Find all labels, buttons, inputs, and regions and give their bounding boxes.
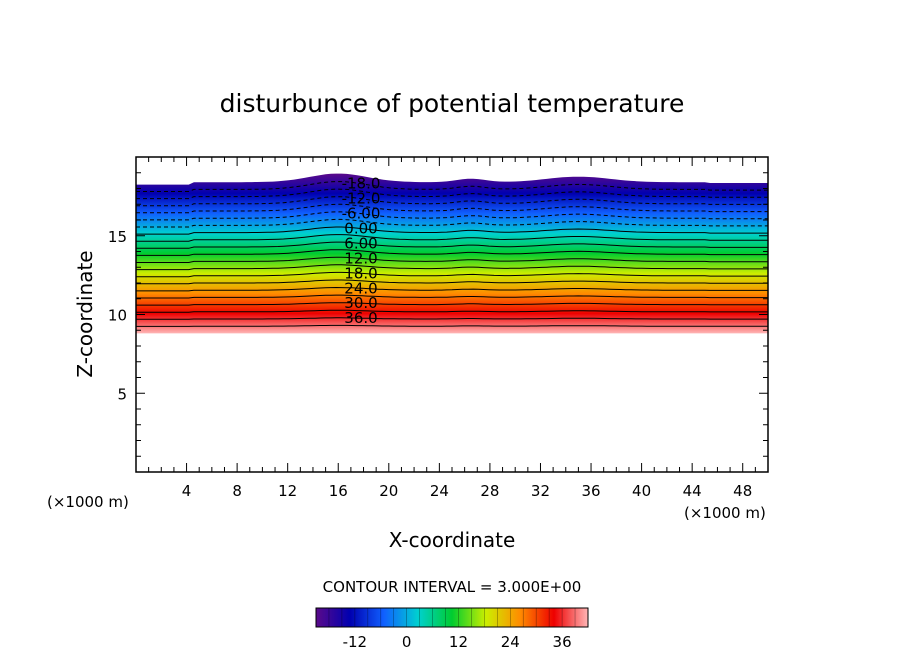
x-tick-label: 24 [430,482,449,500]
y-tick-labels: 5 10 15 [108,228,127,404]
x-unit-left: (×1000 m) [47,493,129,511]
x-tick-label: 16 [329,482,348,500]
contour-line [136,264,768,271]
contour-label: -12.0 [342,190,381,208]
colorbar-level-stripes [328,608,576,627]
colorbar-frame [315,607,589,628]
x-axis-label: X-coordinate [389,528,516,552]
contour-label: 30.0 [344,294,377,312]
x-tick-label: 48 [733,482,752,500]
y-tick-label: 15 [108,228,127,246]
colorbar-tick-label: -12 [343,633,368,651]
contour-line [136,317,768,320]
contour-label: 36.0 [344,309,377,327]
x-tick-label: 4 [182,482,192,500]
contour-line [136,286,768,292]
contour-line [136,226,768,235]
contour-line [136,181,768,192]
contour-label: -6.00 [342,205,381,223]
x-tick-label: 20 [379,482,398,500]
contour-line [136,241,768,249]
contour-line [136,203,768,214]
contour-lines [136,181,768,327]
contour-line [136,256,768,263]
x-unit-right: (×1000 m) [684,504,766,522]
contour-line [136,196,768,207]
contour-label: 0.00 [344,219,377,237]
contour-line [136,234,768,242]
colorbar-tick-label: 0 [402,633,412,651]
x-tick-label: 8 [232,482,242,500]
plot-area: -18.0-12.0-6.000.006.0012.018.024.030.03… [135,156,769,473]
contour-line [136,279,768,285]
colorbar-tick-labels: -12 0 12 24 36 [343,633,572,651]
contour-label: 6.00 [344,234,377,252]
y-tick-label: 10 [108,307,127,325]
contour-label: 24.0 [344,279,377,297]
contour-line [136,294,768,299]
x-tick-label: 28 [480,482,499,500]
contour-line [136,218,768,228]
y-tick-label: 5 [117,385,127,403]
contour-labels: -18.0-12.0-6.000.006.0012.018.024.030.03… [342,175,381,327]
chart-title: disturbunce of potential temperature [220,89,685,118]
axis-ticks [136,157,768,472]
contour-line [136,211,768,221]
contour-label: 18.0 [344,264,377,282]
contour-line [136,271,768,278]
contour-line [136,249,768,256]
y-axis-label: Z-coordinate [73,250,97,377]
x-tick-labels: 4 8 12 16 20 24 28 32 36 40 44 48 [182,482,752,500]
colorbar: -12 0 12 24 36 [315,607,589,651]
contour-label: 12.0 [344,249,377,267]
x-tick-label: 12 [278,482,297,500]
x-tick-label: 36 [581,482,600,500]
contour-line [136,188,768,200]
contour-interval-text: CONTOUR INTERVAL = 3.000E+00 [323,578,582,596]
contour-line [136,324,768,327]
x-tick-label: 32 [531,482,550,500]
contour-label: -18.0 [342,175,381,193]
contour-line [136,302,768,306]
colorbar-tick-label: 36 [553,633,572,651]
x-tick-label: 44 [683,482,702,500]
colorbar-tick-label: 12 [449,633,468,651]
colorbar-tick-label: 24 [501,633,520,651]
colorbar-fill [316,608,588,627]
x-tick-label: 40 [632,482,651,500]
contour-line [136,309,768,313]
